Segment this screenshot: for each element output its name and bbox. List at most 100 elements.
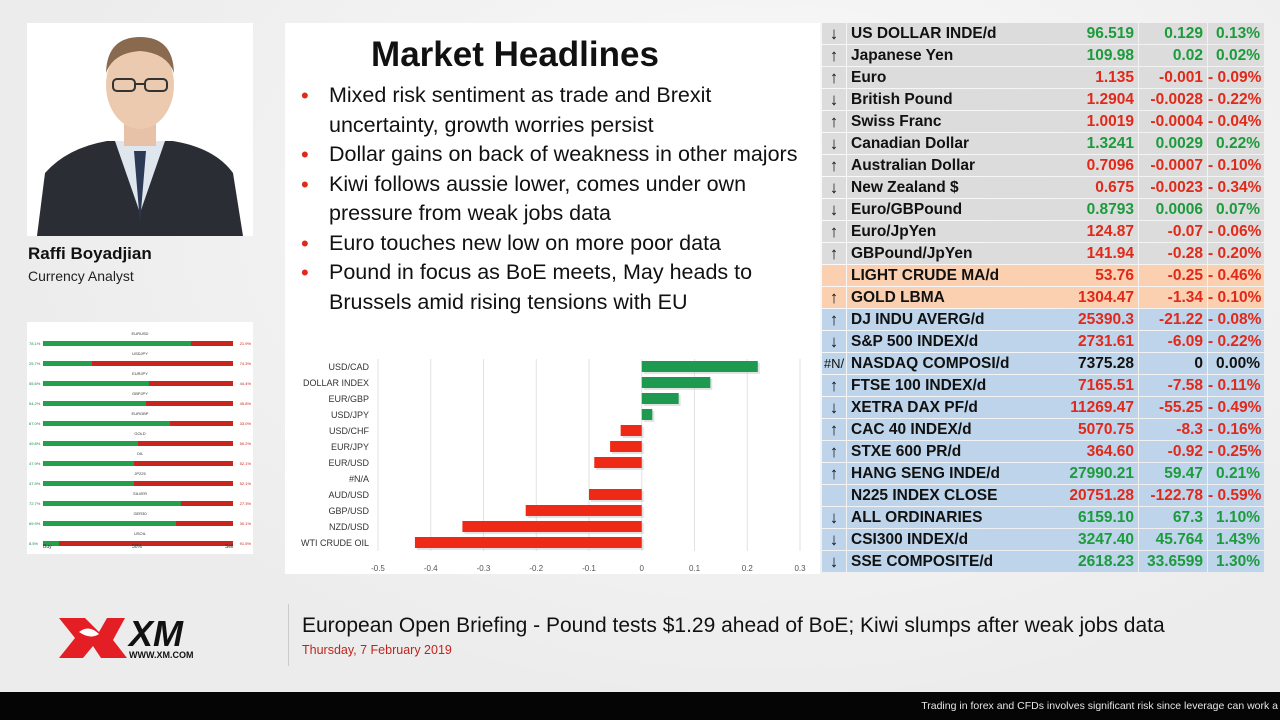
headline-text: Dollar gains on back of weakness in othe…	[329, 142, 798, 166]
quote-name: HANG SENG INDE/d	[847, 463, 1053, 484]
sentiment-bar	[43, 341, 233, 346]
arrow-up-icon: ↑	[822, 155, 846, 176]
headlines-panel: Market Headlines • Mixed risk sentiment a…	[285, 23, 820, 574]
sentiment-instrument: OIL	[136, 451, 144, 456]
quote-percent: 0.13%	[1208, 23, 1264, 44]
headline-item: • Mixed risk sentiment as trade and Brexi…	[301, 81, 821, 140]
sentiment-row: GOLD 49.8% 50.2%	[27, 430, 253, 450]
headline-text: Pound in focus as BoE meets, May heads t…	[329, 260, 753, 314]
quote-percent: - 0.20%	[1208, 243, 1264, 264]
headline-item: • Dollar gains on back of weakness in oth…	[301, 140, 821, 170]
x-tick-label: 0.3	[794, 564, 806, 573]
disclaimer-bar: Trading in forex and CFDs involves signi…	[0, 692, 1280, 720]
x-tick-label: -0.3	[477, 564, 491, 573]
quote-change: -6.09	[1139, 331, 1207, 352]
arrow-down-icon: ↓	[822, 507, 846, 528]
sentiment-instrument: GER30	[133, 511, 147, 516]
quote-arrow: #N/	[822, 353, 846, 374]
quote-percent: - 0.10%	[1208, 287, 1264, 308]
sentiment-axis-label: Sell	[225, 544, 234, 550]
quote-name: British Pound	[847, 89, 1053, 110]
quote-percent: - 0.22%	[1208, 331, 1264, 352]
quote-price: 20751.28	[1050, 485, 1138, 506]
quote-price: 7375.28	[1050, 353, 1138, 374]
quote-percent: - 0.25%	[1208, 441, 1264, 462]
sentiment-axis-label: Buy	[43, 544, 52, 550]
quote-name: Euro	[847, 67, 1053, 88]
sentiment-buy: 47.9%	[29, 481, 41, 486]
sentiment-instrument: USOIL	[133, 531, 146, 536]
sentiment-buy: 78.1%	[29, 341, 41, 346]
logo-url: WWW.XM.COM	[129, 650, 194, 660]
sentiment-sell: 91.5%	[239, 541, 251, 546]
bar	[525, 505, 642, 516]
sentiment-sell: 50.2%	[239, 441, 251, 446]
quote-row: ↑ Japanese Yen 109.98 0.02 0.02%	[822, 45, 1264, 67]
quote-percent: - 0.04%	[1208, 111, 1264, 132]
arrow-up-icon: ↑	[822, 375, 846, 396]
quote-percent: - 0.34%	[1208, 177, 1264, 198]
bullet-icon: •	[301, 171, 309, 197]
quote-row: ↑ HANG SENG INDE/d 27990.21 59.47 0.21%	[822, 463, 1264, 485]
sentiment-instrument: USDJPY	[132, 351, 148, 356]
quote-percent: - 0.46%	[1208, 265, 1264, 286]
quote-row: ↑ Australian Dollar 0.7096 -0.0007- 0.10%	[822, 155, 1264, 177]
quote-change: -122.78	[1139, 485, 1207, 506]
quote-change: -0.0023	[1139, 177, 1207, 198]
sentiment-buy: 8.5%	[29, 541, 39, 546]
quote-name: XETRA DAX PF/d	[847, 397, 1053, 418]
sentiment-instrument: JP225	[134, 471, 146, 476]
sentiment-buy: 47.9%	[29, 461, 41, 466]
presenter-video	[27, 23, 253, 236]
quote-price: 2618.23	[1050, 551, 1138, 572]
quote-name: Canadian Dollar	[847, 133, 1053, 154]
sentiment-row: EURGBP 67.0% 33.0%	[27, 410, 253, 430]
bullet-icon: •	[301, 230, 309, 256]
sentiment-axis-label: 50%	[132, 544, 143, 550]
quote-price: 3247.40	[1050, 529, 1138, 550]
sentiment-buy: 54.2%	[29, 401, 41, 406]
logo-text: XM	[127, 613, 184, 654]
quote-row: ↓ ALL ORDINARIES 6159.10 67.3 1.10%	[822, 507, 1264, 529]
quote-row: ↓ US DOLLAR INDE/d 96.519 0.129 0.13%	[822, 23, 1264, 45]
quote-price: 141.94	[1050, 243, 1138, 264]
quote-change: -55.25	[1139, 397, 1207, 418]
quote-price: 1.2904	[1050, 89, 1138, 110]
quote-row: ↓ S&P 500 INDEX/d 2731.61 -6.09- 0.22%	[822, 331, 1264, 353]
quote-percent: - 0.06%	[1208, 221, 1264, 242]
arrow-up-icon: ↑	[822, 287, 846, 308]
quote-change: -0.001	[1139, 67, 1207, 88]
category-label: GBP/USD	[328, 506, 369, 516]
arrow-down-icon: ↓	[822, 199, 846, 220]
arrow-up-icon: ↑	[822, 67, 846, 88]
quote-change: -0.0004	[1139, 111, 1207, 132]
sentiment-buy-fill	[43, 521, 176, 526]
quote-name: FTSE 100 INDEX/d	[847, 375, 1053, 396]
arrow-up-icon: ↑	[822, 309, 846, 330]
x-tick-label: 0.1	[689, 564, 701, 573]
category-label: NZD/USD	[329, 522, 369, 532]
bar	[462, 521, 642, 532]
sentiment-bar	[43, 481, 233, 486]
category-label: EUR/GBP	[328, 394, 369, 404]
quote-row: ↓ British Pound 1.2904 -0.0028- 0.22%	[822, 89, 1264, 111]
sentiment-buy-fill	[43, 341, 192, 346]
sentiment-sell: 74.3%	[239, 361, 251, 366]
sentiment-instrument: SILVER	[133, 491, 147, 496]
quote-change: -0.92	[1139, 441, 1207, 462]
quote-price: 1.135	[1050, 67, 1138, 88]
quote-change: -0.0028	[1139, 89, 1207, 110]
quote-change: 67.3	[1139, 507, 1207, 528]
arrow-down-icon: ↓	[822, 551, 846, 572]
arrow-down-icon: ↓	[822, 529, 846, 550]
quote-change: 0.0029	[1139, 133, 1207, 154]
quote-change: -0.25	[1139, 265, 1207, 286]
category-label: DOLLAR INDEX	[303, 378, 369, 388]
quote-percent: - 0.11%	[1208, 375, 1264, 396]
bar	[589, 489, 642, 500]
bar	[594, 457, 642, 468]
quote-price: 1.3241	[1050, 133, 1138, 154]
arrow-down-icon: ↓	[822, 23, 846, 44]
quote-change: -1.34	[1139, 287, 1207, 308]
presenter-title: Currency Analyst	[28, 268, 134, 284]
